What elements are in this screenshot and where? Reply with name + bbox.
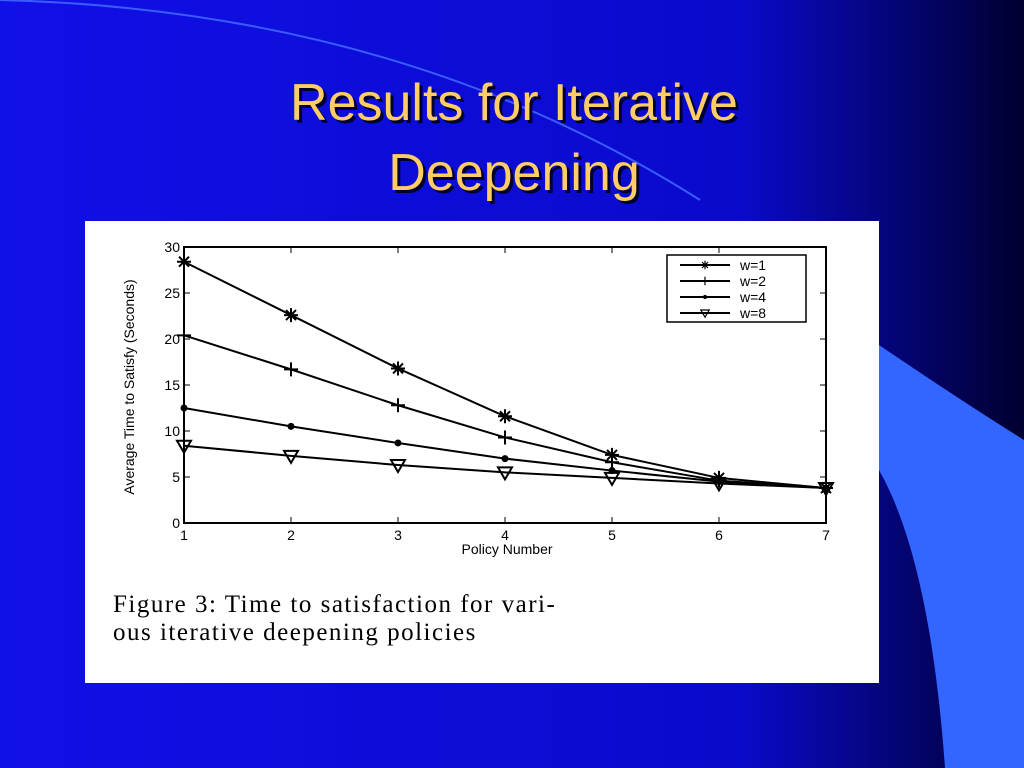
slide-title: Results for Iterative (290, 74, 738, 132)
decor-shape (879, 345, 1024, 768)
marker (175, 439, 193, 455)
marker (177, 254, 191, 269)
legend-marker (700, 276, 710, 286)
marker (391, 398, 405, 413)
legend-marker (702, 294, 708, 300)
marker (389, 459, 407, 475)
y-tick-label: 5 (172, 469, 180, 485)
x-tick-label: 2 (287, 527, 295, 543)
x-tick-label: 6 (715, 527, 723, 543)
caption: Figure 3: Time to satisfaction for vari- (113, 591, 556, 618)
x-tick-label: 3 (394, 527, 402, 543)
decor-curve (0, 0, 701, 201)
marker (498, 409, 512, 424)
y-tick-label: 0 (172, 515, 180, 531)
marker (603, 471, 621, 487)
marker (282, 449, 300, 465)
y-axis-label: Average Time to Satisfy (Seconds) (121, 279, 137, 494)
marker (287, 422, 295, 430)
x-tick-label: 1 (180, 527, 188, 543)
legend-marker (700, 260, 710, 270)
marker (180, 404, 188, 412)
marker (394, 439, 402, 447)
marker (284, 362, 298, 377)
caption: ous iterative deepening policies (113, 619, 477, 646)
legend-label: w=2 (739, 273, 766, 289)
marker (605, 447, 619, 462)
marker (817, 482, 835, 498)
legend-box (666, 254, 807, 323)
marker (177, 328, 191, 343)
slide-title: Deepening (388, 144, 640, 202)
legend-label: w=1 (739, 257, 766, 273)
marker (501, 455, 509, 463)
y-tick-label: 15 (164, 377, 180, 393)
marker (284, 308, 298, 323)
marker (498, 430, 512, 445)
title-shadow: Deepening (391, 147, 643, 205)
x-tick-label: 4 (501, 527, 509, 543)
y-tick-label: 30 (164, 239, 180, 255)
marker (710, 477, 728, 493)
marker (391, 361, 405, 376)
marker (496, 466, 514, 482)
title-shadow: Results for Iterative (293, 77, 741, 135)
legend-marker (699, 309, 711, 319)
x-axis-label: Policy Number (461, 541, 552, 557)
legend-label: w=4 (739, 289, 766, 305)
marker (605, 455, 619, 470)
x-tick-label: 7 (822, 527, 830, 543)
y-tick-label: 10 (164, 423, 180, 439)
series-line (183, 444, 827, 490)
x-tick-label: 5 (608, 527, 616, 543)
y-tick-label: 25 (164, 285, 180, 301)
y-tick-label: 20 (164, 331, 180, 347)
legend-label: w=8 (739, 305, 766, 321)
